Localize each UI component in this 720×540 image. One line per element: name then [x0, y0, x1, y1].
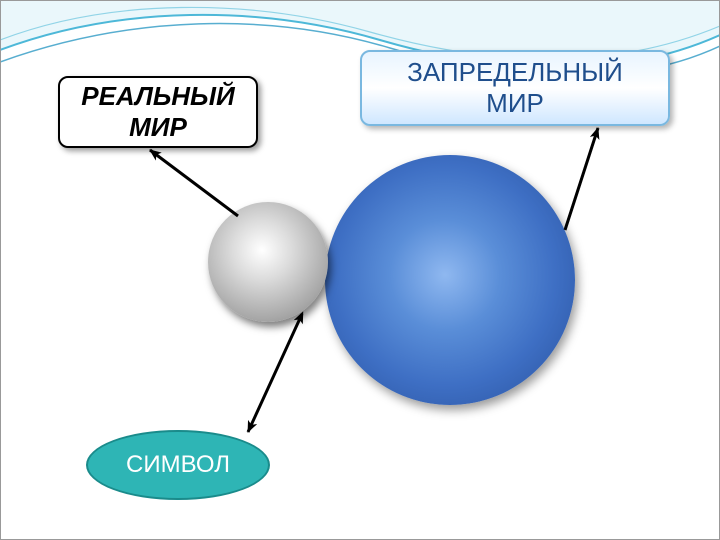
ellipse-symbol-label: СИМВОЛ — [126, 451, 230, 479]
box-real-line1: РЕАЛЬНЫЙ — [81, 81, 235, 111]
box-real-line2: МИР — [129, 112, 187, 142]
arrow-gray-to-symbol — [248, 314, 302, 432]
box-beyond-line2: МИР — [486, 88, 544, 118]
ellipse-symbol: СИМВОЛ — [86, 430, 270, 500]
arrow-gray-to-real — [150, 150, 238, 216]
box-beyond-line1: ЗАПРЕДЕЛЬНЫЙ — [407, 57, 623, 87]
sphere-blue — [325, 155, 575, 405]
box-real-world: РЕАЛЬНЫЙ МИР — [58, 76, 258, 148]
box-beyond-world: ЗАПРЕДЕЛЬНЫЙ МИР — [360, 50, 670, 126]
sphere-gray — [208, 202, 328, 322]
arrow-blue-to-beyond — [565, 128, 598, 230]
